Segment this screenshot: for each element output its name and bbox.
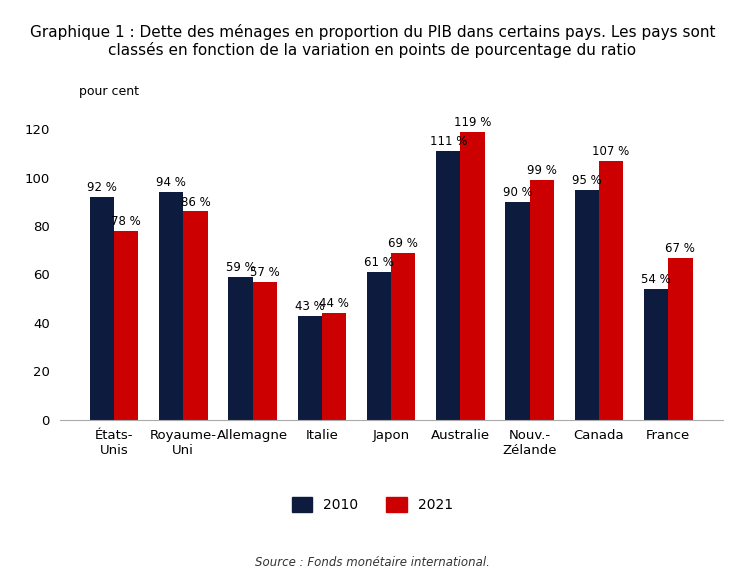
Text: 61 %: 61 % <box>364 256 394 269</box>
Bar <box>297 315 322 420</box>
Bar <box>89 197 114 420</box>
Text: 67 %: 67 % <box>665 241 695 255</box>
Text: 90 %: 90 % <box>503 186 533 199</box>
Bar <box>114 231 139 420</box>
Bar <box>159 192 183 420</box>
Text: 44 %: 44 % <box>319 297 349 310</box>
Bar <box>530 180 554 420</box>
Text: 69 %: 69 % <box>388 237 418 250</box>
Text: 86 %: 86 % <box>180 195 210 209</box>
Text: 57 %: 57 % <box>250 266 279 279</box>
Bar <box>668 258 693 420</box>
Text: 95 %: 95 % <box>572 174 602 187</box>
Bar <box>253 282 277 420</box>
Bar <box>505 202 530 420</box>
Text: 43 %: 43 % <box>295 300 325 312</box>
Text: 111 %: 111 % <box>430 135 467 148</box>
Text: 99 %: 99 % <box>527 164 557 177</box>
Text: 94 %: 94 % <box>156 176 186 189</box>
Text: 92 %: 92 % <box>87 181 117 194</box>
Text: 78 %: 78 % <box>111 215 141 228</box>
Bar <box>183 212 208 420</box>
Bar <box>228 277 253 420</box>
Bar <box>367 272 391 420</box>
Text: 54 %: 54 % <box>641 273 671 286</box>
Bar <box>644 289 668 420</box>
Text: pour cent: pour cent <box>80 85 139 98</box>
Bar <box>322 313 346 420</box>
Bar <box>391 252 416 420</box>
Bar <box>436 151 460 420</box>
Text: 59 %: 59 % <box>226 261 256 274</box>
Text: 107 %: 107 % <box>592 145 630 158</box>
Bar <box>460 132 485 420</box>
Bar <box>599 161 624 420</box>
Bar <box>574 189 599 420</box>
Text: Graphique 1 : Dette des ménages en proportion du PIB dans certains pays. Les pay: Graphique 1 : Dette des ménages en propo… <box>30 24 715 58</box>
Text: 119 %: 119 % <box>454 115 491 129</box>
Legend: 2010, 2021: 2010, 2021 <box>286 492 459 518</box>
Text: Source : Fonds monétaire international.: Source : Fonds monétaire international. <box>255 556 490 568</box>
